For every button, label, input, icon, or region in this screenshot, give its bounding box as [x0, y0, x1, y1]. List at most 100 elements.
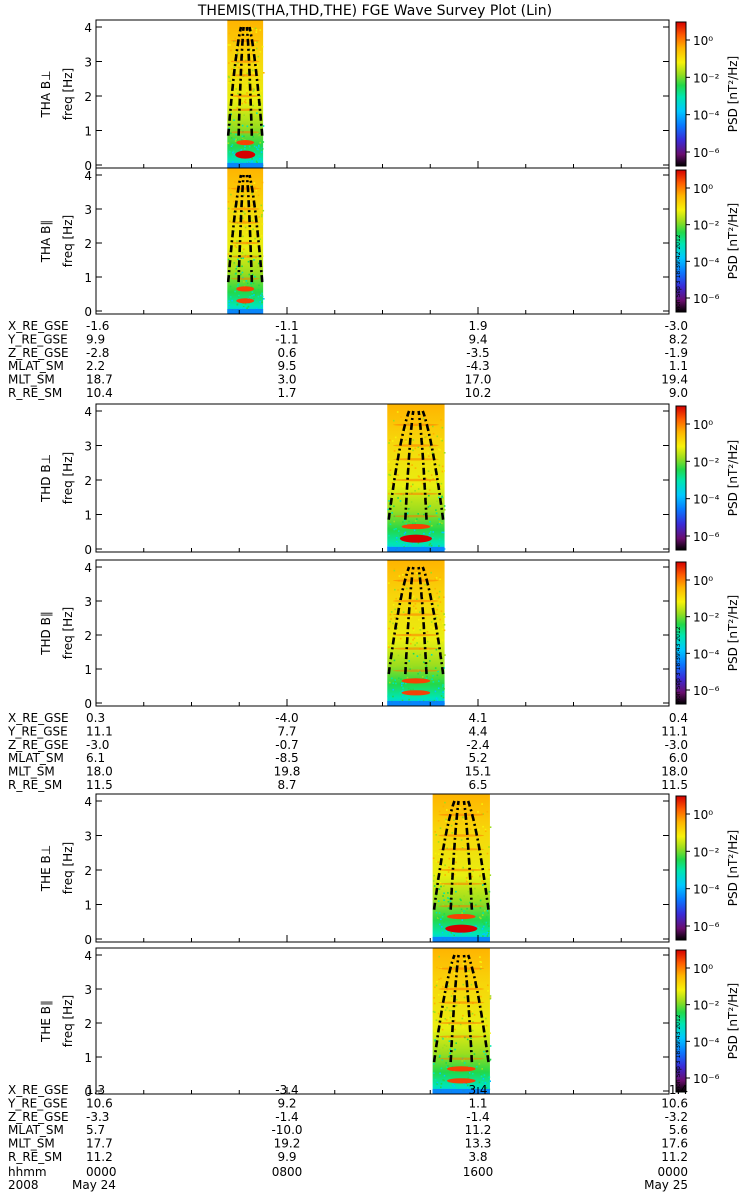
- spectral-speckle: [486, 932, 489, 934]
- spectral-speckle: [441, 522, 443, 525]
- spectral-speckle: [405, 523, 408, 525]
- spectral-speckle: [233, 230, 236, 232]
- harmonic-line: [446, 1078, 476, 1084]
- ephemeris-value: 5.7: [86, 1123, 105, 1137]
- panel-name: THE B∥: [39, 1000, 53, 1043]
- spectral-speckle: [432, 675, 434, 677]
- spectral-speckle: [253, 151, 256, 154]
- spectral-speckle: [250, 281, 252, 284]
- y-tick-label: 4: [84, 405, 92, 419]
- spectral-speckle: [248, 82, 250, 84]
- cyclotron-curve: [248, 26, 264, 136]
- spectral-speckle: [393, 569, 396, 572]
- spectral-speckle: [246, 84, 248, 87]
- spectral-speckle: [431, 452, 434, 454]
- ephemeris-value: 9.9: [86, 332, 105, 346]
- cyclotron-curve: [226, 26, 243, 136]
- spectral-speckle: [229, 80, 232, 83]
- spectral-speckle: [421, 482, 424, 485]
- spectral-speckle: [473, 1053, 476, 1055]
- spectral-speckle: [428, 489, 431, 491]
- spectral-speckle: [433, 598, 436, 600]
- ephemeris-value: -4.3: [466, 359, 489, 373]
- spectral-speckle: [435, 984, 438, 987]
- spectral-speckle: [246, 125, 249, 128]
- spectral-speckle: [260, 90, 263, 92]
- spectral-speckle: [455, 871, 457, 874]
- spectral-speckle: [410, 485, 412, 488]
- spectral-speckle: [238, 97, 240, 100]
- spectral-speckle: [436, 481, 438, 484]
- spectral-speckle: [488, 846, 490, 848]
- spectral-speckle: [258, 79, 261, 81]
- spectral-speckle: [442, 684, 444, 686]
- spectral-speckle: [434, 587, 436, 590]
- spectral-speckle: [406, 545, 409, 548]
- spectral-speckle: [433, 1063, 435, 1065]
- spectral-speckle: [243, 100, 246, 103]
- spectral-speckle: [447, 1065, 449, 1067]
- spectral-speckle: [388, 442, 390, 444]
- spectral-speckle: [452, 1084, 454, 1086]
- spectral-speckle: [469, 931, 472, 934]
- spectral-speckle: [482, 825, 484, 828]
- ephemeris-value: 6.1: [86, 751, 105, 765]
- spectral-speckle: [392, 688, 394, 691]
- colorbar-tick-label: 10⁻⁴: [693, 493, 720, 507]
- spectral-speckle: [402, 521, 404, 523]
- spectral-speckle: [253, 182, 256, 184]
- spectral-speckle: [455, 890, 457, 893]
- spectral-speckle: [393, 419, 395, 422]
- spectral-speckle: [489, 1080, 491, 1082]
- spectral-speckle: [406, 512, 409, 514]
- ephemeris-table: X_RE_GSE 0.3 -4.0 4.1 0.4 Y_RE_GSE 11.1 7.7 4.4 1…: [7, 711, 688, 792]
- spectral-speckle: [449, 1052, 451, 1054]
- spectral-speckle: [433, 699, 436, 702]
- spectral-speckle: [228, 187, 231, 189]
- spectral-speckle: [436, 966, 438, 969]
- spectral-speckle: [450, 824, 453, 827]
- spectral-speckle: [400, 435, 403, 438]
- harmonic-line: [446, 1066, 476, 1072]
- spectral-speckle: [463, 1017, 466, 1019]
- ephemeris-value: 18.0: [86, 765, 113, 779]
- spectral-speckle: [458, 849, 460, 852]
- spectral-speckle: [445, 818, 447, 821]
- spectral-speckle: [394, 616, 396, 619]
- spectral-speckle: [443, 921, 445, 923]
- spectral-speckle: [471, 875, 473, 878]
- spectral-speckle: [251, 226, 253, 228]
- spectral-speckle: [484, 1087, 486, 1089]
- y-tick-label: 1: [84, 1051, 92, 1065]
- cyclotron-curve: [449, 954, 460, 1063]
- spectral-speckle: [399, 692, 402, 694]
- spectral-speckle: [229, 44, 231, 46]
- spectral-speckle: [389, 681, 391, 684]
- spectrogram-panel: 0 1 2 3 4 THE B⊥ freq [Hz] 10⁰ 10⁻² 10⁻⁴ 10⁻⁶ PSD […: [39, 793, 740, 947]
- spectral-speckle: [436, 500, 438, 503]
- spectral-speckle: [233, 262, 235, 265]
- spectral-speckle: [400, 678, 402, 680]
- spectral-speckle: [246, 223, 249, 225]
- spectral-speckle: [440, 695, 443, 697]
- spectral-speckle: [444, 801, 446, 804]
- spectral-speckle: [395, 542, 398, 544]
- spectral-speckle: [417, 542, 420, 545]
- spectral-speckle: [448, 897, 451, 900]
- cyclotron-curve: [421, 410, 445, 520]
- spectral-speckle: [259, 301, 261, 303]
- spectral-speckle: [398, 575, 401, 577]
- spectral-speckle: [444, 1009, 447, 1011]
- spectral-speckle: [461, 1060, 463, 1062]
- y-tick-label: 2: [84, 629, 92, 643]
- spectral-speckle: [444, 864, 446, 867]
- spectral-speckle: [453, 1071, 455, 1073]
- cyclotron-curve: [404, 566, 415, 675]
- y-tick-label: 2: [84, 474, 92, 488]
- spectral-speckle: [260, 234, 263, 237]
- spectral-speckle: [253, 294, 255, 296]
- spectral-speckle: [482, 935, 484, 937]
- spectral-speckle: [228, 81, 230, 84]
- spectral-speckle: [424, 646, 426, 648]
- spectral-speckle: [462, 1014, 464, 1017]
